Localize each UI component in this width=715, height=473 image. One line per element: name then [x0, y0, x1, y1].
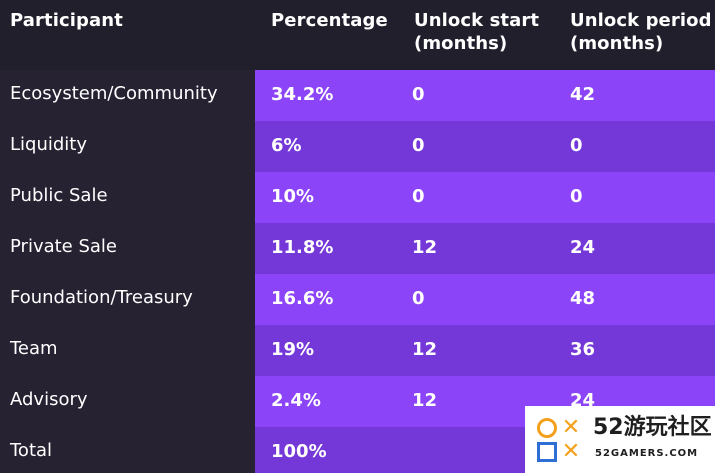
- unlock-start-cell: 0: [398, 121, 556, 172]
- watermark-logo-icon: ✕ ✕: [537, 415, 587, 464]
- unlock-start-value: 12: [412, 390, 438, 411]
- header-percentage: Percentage: [271, 10, 388, 31]
- percentage-cell: 100%: [255, 427, 398, 473]
- table-row: Liquidity 6% 0 0: [0, 121, 715, 172]
- table-row: Foundation/Treasury 16.6% 0 48: [0, 274, 715, 325]
- unlock-start-cell: 0: [398, 274, 556, 325]
- unlock-start-value: 0: [412, 186, 425, 207]
- unlock-period-cell: 24: [556, 223, 715, 274]
- table-body: Ecosystem/Community 34.2% 0 42 Liquidity…: [0, 70, 715, 473]
- table-header: Participant Percentage Unlock start (mon…: [0, 0, 715, 70]
- participant-label: Private Sale: [10, 236, 118, 257]
- site-watermark: ✕ ✕ 52游玩社区 52GAMERS.COM: [525, 406, 715, 473]
- header-participant: Participant: [10, 10, 123, 31]
- percentage-value: 34.2%: [271, 84, 334, 105]
- unlock-period-value: 48: [570, 288, 596, 309]
- header-unlock-period-line1: Unlock period: [570, 10, 712, 31]
- participant-label: Total: [10, 440, 53, 461]
- participant-cell: Liquidity: [0, 121, 255, 172]
- participant-cell: Public Sale: [0, 172, 255, 223]
- percentage-value: 16.6%: [271, 288, 334, 309]
- unlock-start-cell: 12: [398, 325, 556, 376]
- unlock-period-value: 36: [570, 339, 596, 360]
- unlock-period-cell: 36: [556, 325, 715, 376]
- participant-label: Team: [10, 338, 58, 359]
- unlock-period-cell: 0: [556, 121, 715, 172]
- participant-label: Public Sale: [10, 185, 108, 206]
- unlock-start-value: 12: [412, 339, 438, 360]
- unlock-period-value: 0: [570, 186, 583, 207]
- table-row: Ecosystem/Community 34.2% 0 42: [0, 70, 715, 121]
- percentage-cell: 19%: [255, 325, 398, 376]
- participant-cell: Private Sale: [0, 223, 255, 274]
- percentage-cell: 2.4%: [255, 376, 398, 427]
- unlock-start-value: 0: [412, 288, 425, 309]
- participant-cell: Total: [0, 427, 255, 473]
- percentage-cell: 34.2%: [255, 70, 398, 121]
- unlock-start-cell: 0: [398, 172, 556, 223]
- participant-cell: Advisory: [0, 376, 255, 427]
- unlock-period-cell: 0: [556, 172, 715, 223]
- percentage-value: 2.4%: [271, 390, 321, 411]
- square-icon: [537, 442, 557, 462]
- participant-label: Liquidity: [10, 134, 88, 155]
- header-unlock-start-line2: (months): [414, 33, 508, 54]
- participant-cell: Team: [0, 325, 255, 376]
- unlock-period-value: 0: [570, 135, 583, 156]
- percentage-cell: 10%: [255, 172, 398, 223]
- cross-icon: ✕: [561, 439, 581, 464]
- unlock-start-cell: 0: [398, 70, 556, 121]
- watermark-url: 52GAMERS.COM: [595, 448, 699, 459]
- participant-label: Advisory: [10, 389, 88, 410]
- watermark-title: 52游玩社区: [593, 415, 712, 440]
- unlock-start-value: 12: [412, 237, 438, 258]
- table-row: Team 19% 12 36: [0, 325, 715, 376]
- percentage-value: 19%: [271, 339, 315, 360]
- unlock-period-value: 24: [570, 237, 596, 258]
- circle-icon: [537, 418, 557, 438]
- participant-cell: Ecosystem/Community: [0, 70, 255, 121]
- header-unlock-period-line2: (months): [570, 33, 664, 54]
- percentage-cell: 6%: [255, 121, 398, 172]
- participant-label: Ecosystem/Community: [10, 83, 218, 104]
- percentage-value: 11.8%: [271, 237, 334, 258]
- percentage-cell: 16.6%: [255, 274, 398, 325]
- unlock-period-value: 42: [570, 84, 596, 105]
- table-row: Private Sale 11.8% 12 24: [0, 223, 715, 274]
- participant-cell: Foundation/Treasury: [0, 274, 255, 325]
- cross-icon: ✕: [561, 415, 581, 440]
- header-unlock-start-line1: Unlock start: [414, 10, 540, 31]
- unlock-period-cell: 48: [556, 274, 715, 325]
- unlock-start-cell: 12: [398, 223, 556, 274]
- header-unlock-start: Unlock start (months): [414, 9, 539, 55]
- unlock-period-cell: 42: [556, 70, 715, 121]
- unlock-start-value: 0: [412, 135, 425, 156]
- percentage-value: 6%: [271, 135, 302, 156]
- participant-label: Foundation/Treasury: [10, 287, 193, 308]
- table-row: Public Sale 10% 0 0: [0, 172, 715, 223]
- percentage-value: 100%: [271, 441, 327, 462]
- percentage-value: 10%: [271, 186, 315, 207]
- header-unlock-period: Unlock period (months): [570, 9, 712, 55]
- unlock-period-value: 24: [570, 390, 596, 411]
- unlock-start-value: 0: [412, 84, 425, 105]
- percentage-cell: 11.8%: [255, 223, 398, 274]
